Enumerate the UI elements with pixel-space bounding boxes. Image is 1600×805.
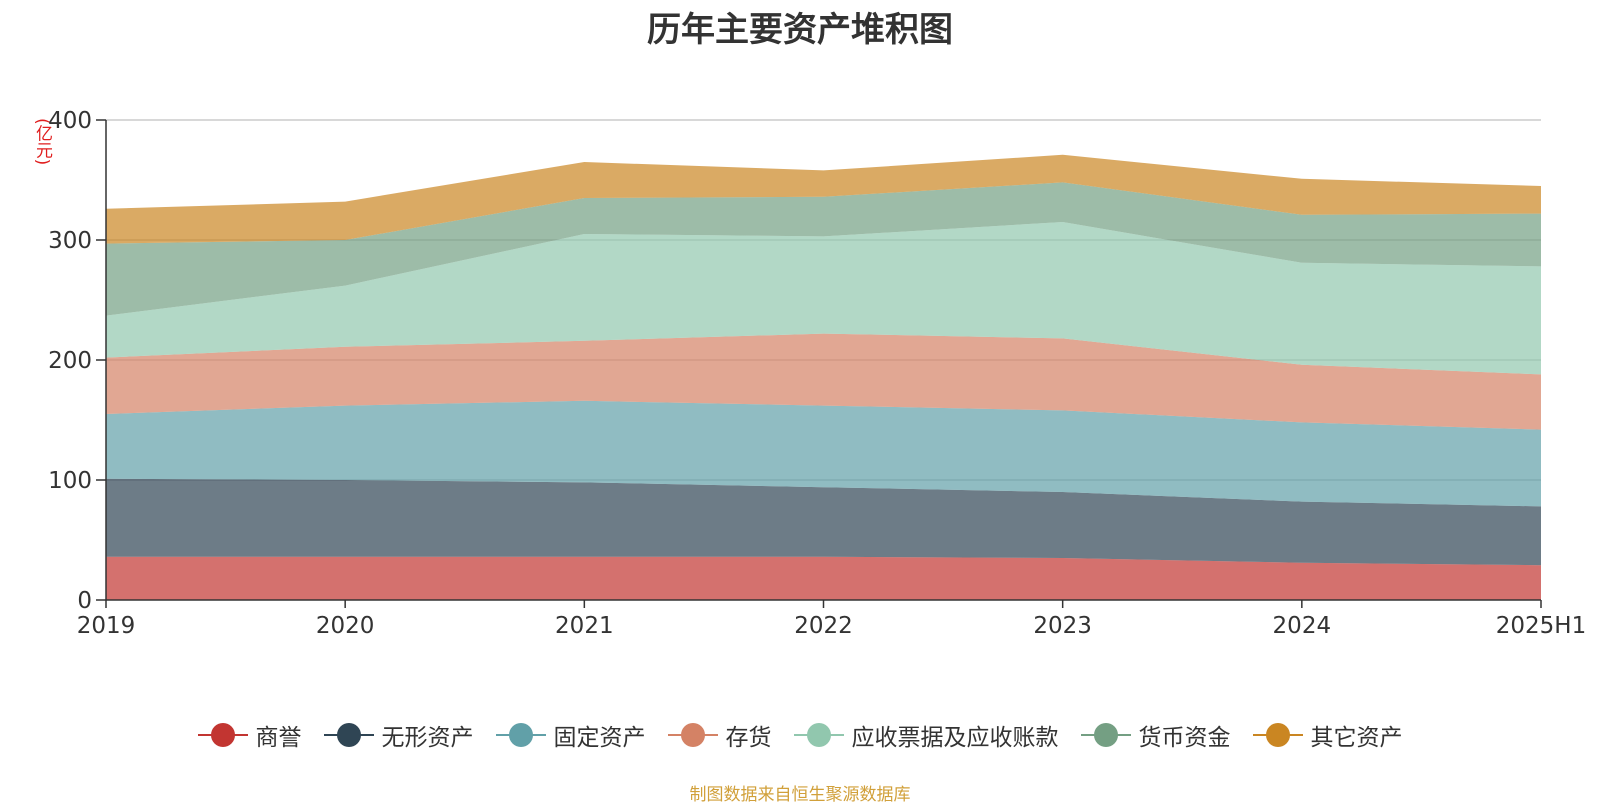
legend-swatch-icon bbox=[495, 721, 546, 749]
x-tick-label: 2022 bbox=[794, 613, 853, 639]
legend-swatch-icon bbox=[323, 721, 374, 749]
chart-title: 历年主要资产堆积图 bbox=[647, 10, 953, 50]
x-tick-label: 2021 bbox=[555, 613, 614, 639]
area-series-3[interactable] bbox=[106, 333, 1541, 430]
legend-item-1[interactable]: 无形资产 bbox=[323, 718, 474, 752]
y-tick-label: 100 bbox=[48, 468, 92, 494]
legend-label: 无形资产 bbox=[381, 725, 474, 751]
legend-label: 固定资产 bbox=[553, 725, 646, 751]
y-tick-label: 0 bbox=[77, 588, 92, 614]
area-series-1[interactable] bbox=[106, 478, 1541, 566]
legend-label: 应收票据及应收账款 bbox=[851, 725, 1059, 751]
y-tick-label: 400 bbox=[48, 108, 92, 134]
legend-item-5[interactable]: 货币资金 bbox=[1080, 718, 1231, 752]
source-note: 制图数据来自恒生聚源数据库 bbox=[689, 785, 911, 805]
legend-item-2[interactable]: 固定资产 bbox=[495, 718, 646, 752]
area-series-2[interactable] bbox=[106, 400, 1541, 507]
legend-swatch-icon bbox=[1252, 721, 1303, 749]
legend-item-3[interactable]: 存货 bbox=[667, 718, 772, 752]
legend-item-4[interactable]: 应收票据及应收账款 bbox=[793, 718, 1059, 752]
area-series-6[interactable] bbox=[106, 154, 1541, 244]
axis-layer: 0 100 200 300 400 2019 2020 2021 2022 2023 2024 202… bbox=[48, 108, 1586, 639]
y-axis-unit-label: (亿元) bbox=[32, 118, 52, 166]
area-series-4[interactable] bbox=[106, 222, 1541, 375]
legend-item-0[interactable]: 商誉 bbox=[197, 718, 302, 752]
legend-label: 货币资金 bbox=[1138, 725, 1231, 751]
area-layer bbox=[106, 154, 1541, 600]
x-tick-label: 2019 bbox=[77, 613, 136, 639]
legend-swatch-icon bbox=[197, 721, 248, 749]
legend-swatch-icon bbox=[667, 721, 718, 749]
area-series-5[interactable] bbox=[106, 182, 1541, 316]
legend-label: 其它资产 bbox=[1310, 725, 1403, 751]
legend-swatch-icon bbox=[793, 721, 844, 749]
y-tick-label: 300 bbox=[48, 228, 92, 254]
x-tick-label: 2025H1 bbox=[1496, 613, 1586, 639]
x-tick-label: 2023 bbox=[1033, 613, 1092, 639]
stacked-area-plot: 0 100 200 300 400 2019 2020 2021 2022 2023 2024 202… bbox=[48, 108, 1586, 639]
legend-label: 商誉 bbox=[255, 725, 302, 751]
legend: 商誉 无形资产 固定资产 存货 应收票据及应收账款 货币资金 其它资产 bbox=[0, 718, 1600, 752]
legend-item-6[interactable]: 其它资产 bbox=[1252, 718, 1403, 752]
y-tick-label: 200 bbox=[48, 348, 92, 374]
legend-swatch-icon bbox=[1080, 721, 1131, 749]
x-tick-label: 2020 bbox=[316, 613, 375, 639]
area-series-0[interactable] bbox=[106, 556, 1541, 600]
x-tick-label: 2024 bbox=[1273, 613, 1332, 639]
legend-label: 存货 bbox=[725, 725, 772, 751]
